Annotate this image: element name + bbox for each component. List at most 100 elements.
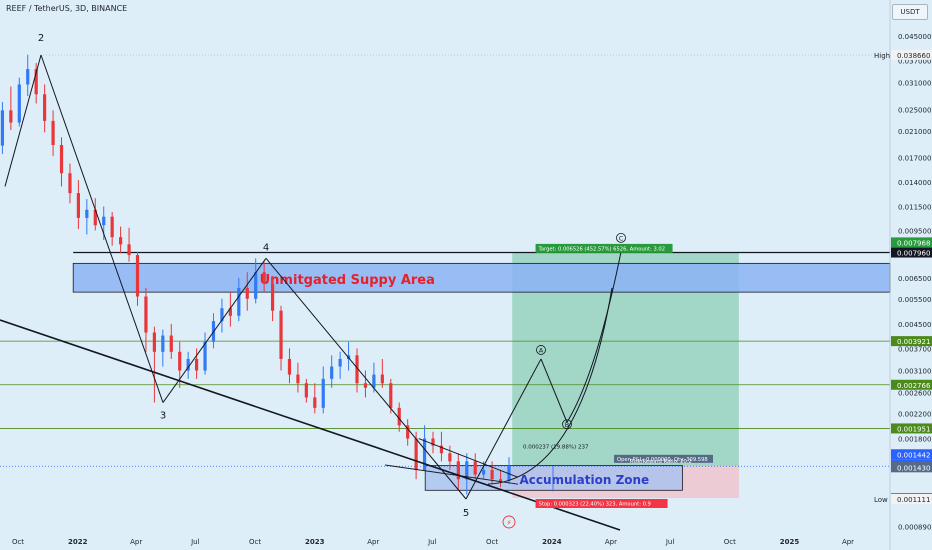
price-label-3: 0.003921: [897, 338, 930, 346]
wedge-upper-line: [418, 438, 519, 478]
candle-body-28: [228, 308, 232, 316]
candle-body-34: [279, 310, 283, 359]
candle-body-2: [9, 110, 13, 123]
chart-title: REEF / TetherUS, 3D, BINANCE: [6, 4, 128, 13]
scenario-circle-B: [562, 419, 572, 430]
y-tick-9: 0.006500: [898, 275, 931, 283]
scenario-circle-A: [536, 345, 546, 355]
open-pl-label: Open P&L: 0.000000, Qty: 309.598: [617, 457, 708, 463]
candle-body-49: [406, 425, 410, 439]
supply-zone-label: Unmitgated Suppy Area: [260, 273, 435, 288]
quote-unit-button[interactable]: USDT: [892, 4, 928, 20]
candle-body-55: [456, 461, 460, 480]
candle-body-44: [363, 383, 368, 388]
y-tick-12: 0.003700: [898, 345, 931, 353]
candle-body-29: [237, 287, 241, 316]
wave-line-1: [40, 54, 164, 403]
candle-body-53: [439, 445, 444, 454]
candle-body-24: [194, 358, 199, 371]
price-label-bg-11: [891, 493, 932, 504]
price-label-9: 0.001430: [897, 464, 930, 472]
candle-body-22: [178, 351, 182, 371]
x-tick-3: Jul: [190, 538, 200, 546]
y-tick-2: 0.031000: [898, 79, 931, 87]
open-pl-bg: [614, 454, 713, 463]
target-label: Target: 0.006526 (452.57%) 6526, Amount:…: [538, 246, 665, 252]
candle-body-27: [220, 308, 224, 322]
price-axis[interactable]: 0.045000 0.037000 0.031000 0.025000 0.021000…: [874, 0, 932, 550]
price-label-bg-4: [891, 379, 932, 390]
stop-label-bg: [535, 498, 668, 508]
candle-body-50: [414, 438, 418, 470]
risk-reward-label: Risk/Reward Ratio: 20.2: [630, 459, 692, 465]
candle-body-7: [51, 120, 55, 146]
candle-body-46: [380, 374, 384, 384]
candle-body-5: [34, 69, 38, 95]
x-tick-8: Oct: [486, 538, 498, 546]
candle-body-58: [482, 469, 486, 475]
candle-body-45: [372, 374, 376, 388]
x-tick-7: Jul: [427, 538, 437, 546]
candle-body-32: [262, 272, 266, 284]
price-label-4: 0.002766: [897, 382, 931, 390]
flash-glyph: ⚡: [507, 519, 512, 527]
candle-body-52: [431, 438, 435, 446]
support-trendline: [0, 319, 621, 531]
wave-label-3: 3: [160, 411, 166, 422]
candle-body-4: [26, 69, 30, 85]
candle-body-40: [330, 366, 334, 379]
y-tick-3: 0.025000: [898, 106, 931, 114]
x-tick-5: 2023: [305, 538, 325, 546]
candle-body-20: [161, 335, 165, 352]
candle-body-18: [144, 296, 148, 333]
candle-body-33: [270, 283, 275, 311]
x-tick-2: Apr: [130, 538, 142, 546]
candle-body-38: [313, 397, 317, 408]
candle-body-30: [245, 287, 249, 299]
accumulation-zone-label: Accumulation Zone: [519, 473, 649, 487]
candle-body-3: [17, 84, 21, 123]
x-tick-12: Oct: [724, 538, 736, 546]
x-tick-9: 2024: [542, 538, 562, 546]
candle-body-25: [203, 341, 207, 371]
time-axis[interactable]: Oct 2022 Apr Jul Oct 2023 Apr Jul Oct 2024 Apr Jul O…: [12, 538, 854, 546]
candle-body-43: [355, 355, 359, 384]
candle-body-15: [119, 237, 123, 245]
y-tick-1: 0.037000: [898, 57, 931, 65]
candle-body-11: [85, 209, 89, 218]
candle-body-23: [186, 358, 190, 371]
candle-body-17: [135, 255, 140, 297]
scenario-label-B: B: [565, 421, 569, 429]
y-tick-16: 0.001800: [898, 436, 931, 444]
price-label-bg-9: [891, 462, 932, 473]
price-label-1: 0.007968: [897, 239, 930, 247]
y-tick-15: 0.002200: [898, 410, 931, 418]
price-label-caption-0: High: [874, 52, 890, 60]
x-tick-10: Apr: [605, 538, 617, 546]
candle-body-37: [304, 383, 308, 398]
candle-body-56: [465, 461, 469, 480]
price-label-5: 0.001951: [897, 425, 930, 433]
scenario-circle-C: [616, 232, 626, 243]
candle-body-13: [102, 216, 106, 226]
y-tick-14: 0.002600: [898, 390, 931, 398]
drawings-layer: 2 3 4 5 A B C 0.000237 (19.88%) 237 Target: 0.00…: [0, 33, 713, 531]
projection-curve: [487, 287, 613, 485]
x-tick-1: 2022: [68, 538, 88, 546]
price-label-2: 0.007960: [897, 250, 930, 258]
wave-label-2: 2: [38, 33, 44, 44]
measure-label: 0.000237 (19.88%) 237: [523, 445, 589, 451]
price-label-0: 0.038660: [897, 52, 930, 60]
y-tick-5: 0.017000: [898, 155, 931, 163]
wave-label-4: 4: [263, 242, 269, 253]
candle-body-48: [397, 407, 401, 426]
candle-body-21: [169, 335, 173, 352]
x-tick-0: Oct: [12, 538, 24, 546]
y-tick-10: 0.005500: [898, 296, 931, 304]
candle-body-59: [490, 469, 494, 480]
x-tick-4: Oct: [249, 538, 261, 546]
x-tick-11: Jul: [665, 538, 675, 546]
y-tick-13: 0.003100: [898, 368, 931, 376]
candle-body-60: [498, 479, 503, 482]
